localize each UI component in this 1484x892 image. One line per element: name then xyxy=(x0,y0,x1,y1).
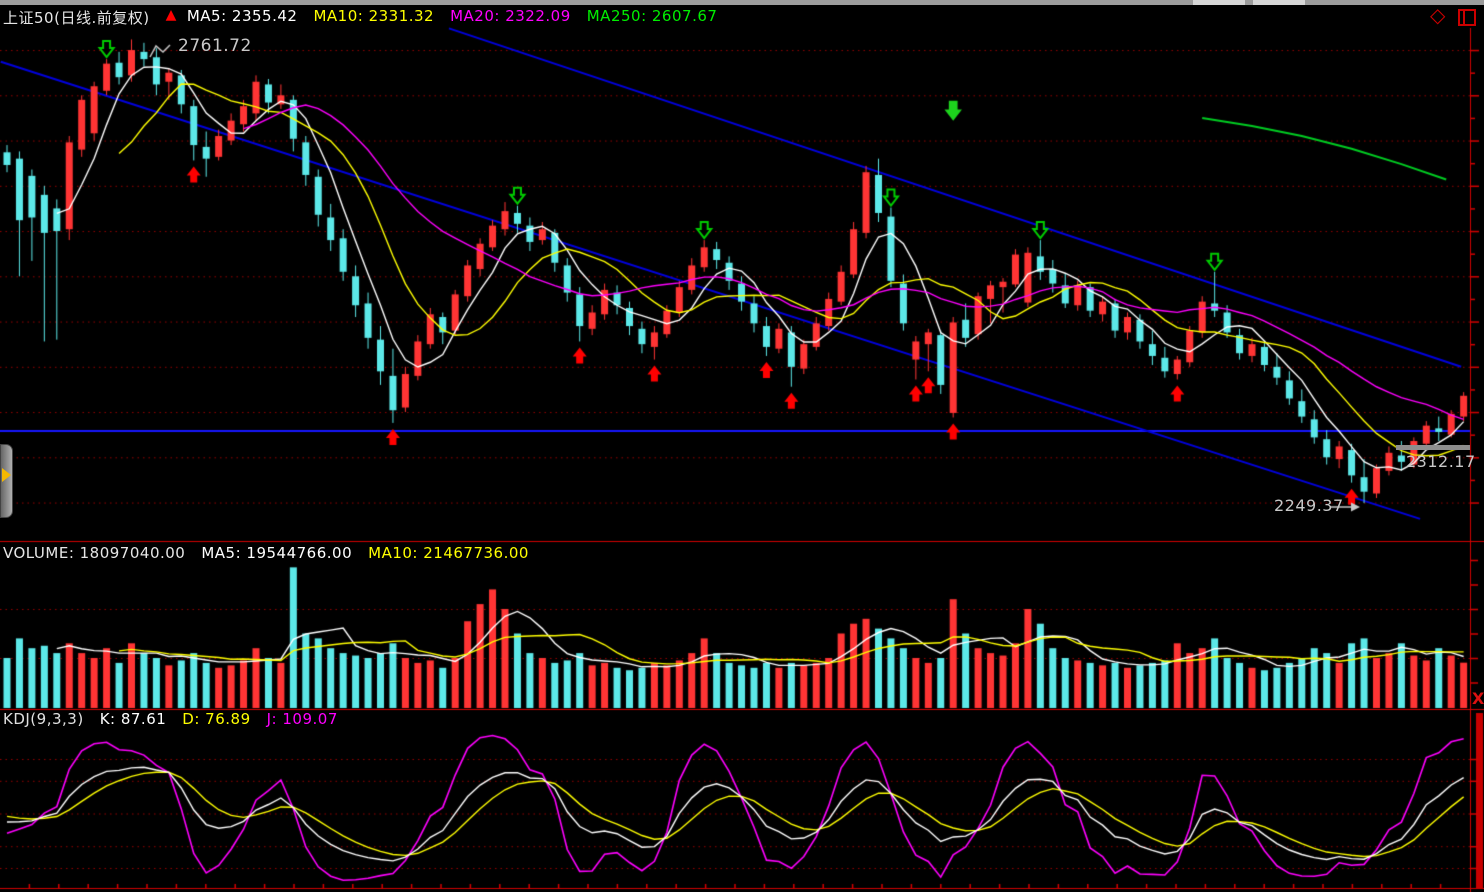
close-pane-button[interactable]: X xyxy=(1472,689,1484,708)
kdj-header: KDJ(9,3,3) K: 87.61 D: 76.89 J: 109.07 xyxy=(3,710,338,728)
sidebar-expand-handle[interactable] xyxy=(0,444,13,518)
titlebar-tab xyxy=(1253,0,1305,5)
volume-ma10-label: MA10: 21467736.00 xyxy=(368,544,529,562)
titlebar-tab xyxy=(1193,0,1245,5)
kdj-params-label: KDJ(9,3,3) xyxy=(3,710,84,728)
kdj-j-label: J: 109.07 xyxy=(266,710,338,728)
volume-ma5-label: MA5: 19544766.00 xyxy=(201,544,353,562)
volume-value-label: VOLUME: 18097040.00 xyxy=(3,544,186,562)
expand-triangle-icon xyxy=(2,468,11,482)
level-price-annotation: 2312.17 xyxy=(1406,452,1476,471)
volume-header: VOLUME: 18097040.00 MA5: 19544766.00 MA1… xyxy=(3,544,529,562)
instrument-title: 上证50(日线.前复权) xyxy=(3,9,150,27)
buy-signal-arrow-icon: ▲ xyxy=(165,7,177,23)
ma5-label: MA5: 2355.42 xyxy=(186,7,298,25)
split-window-icon[interactable] xyxy=(1458,9,1476,26)
split-window-icon-bar xyxy=(1463,11,1465,24)
window-titlebar xyxy=(0,0,1484,5)
ma250-label: MA250: 2607.67 xyxy=(586,7,718,25)
kdj-k-label: K: 87.61 xyxy=(99,710,167,728)
diamond-icon[interactable]: ◇ xyxy=(1430,3,1446,27)
ma20-label: MA20: 2322.09 xyxy=(450,7,571,25)
ma10-label: MA10: 2331.32 xyxy=(313,7,435,25)
main-chart-header: 上证50(日线.前复权) ▲ MA5: 2355.42 MA10: 2331.3… xyxy=(3,7,717,28)
kdj-d-label: D: 76.89 xyxy=(182,710,251,728)
low-price-annotation: 2249.37 xyxy=(1274,496,1344,515)
price-level-bar xyxy=(1396,445,1470,450)
peak-price-annotation: 2761.72 xyxy=(178,36,252,56)
